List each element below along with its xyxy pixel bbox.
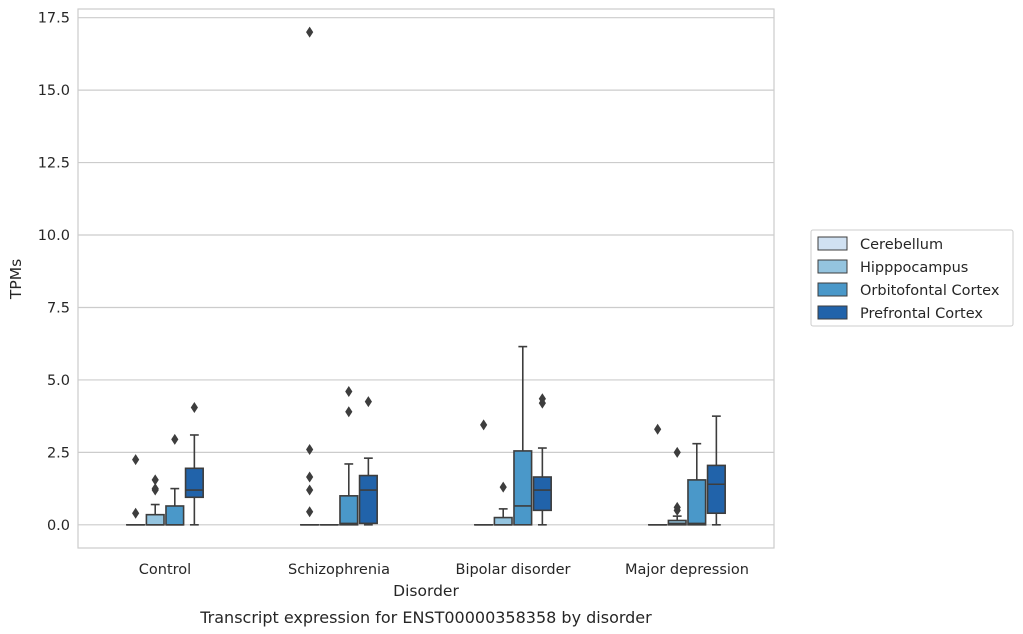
box-bipolar-disorder	[513, 345, 533, 526]
legend-swatch	[817, 305, 848, 320]
legend-swatch	[817, 282, 848, 297]
outlier-point	[306, 506, 314, 518]
outlier-point	[306, 443, 314, 455]
outlier-point	[499, 481, 507, 493]
box-iqr	[358, 474, 378, 525]
y-tick-label: 17.5	[38, 11, 70, 27]
outlier-point	[673, 501, 681, 513]
outlier-point	[132, 507, 140, 519]
legend-swatch	[817, 236, 848, 251]
x-tick-label: Schizophrenia	[288, 562, 390, 578]
box-bipolar-disorder	[532, 393, 552, 526]
box-iqr	[145, 513, 165, 526]
box-major-depression	[687, 442, 707, 526]
x-tick-label: Major depression	[625, 562, 749, 578]
outlier-point	[151, 483, 159, 495]
y-tick-label: 2.5	[47, 445, 70, 461]
box-iqr	[184, 467, 204, 499]
box-control	[145, 474, 165, 526]
legend: Cerebellum Hipppocampus Orbitofontal Corte…	[810, 229, 1014, 327]
box-control	[184, 401, 204, 526]
box-iqr	[706, 464, 726, 515]
y-tick-labels: 0.0 2.5 5.0 7.5 10.0 12.5 15.0 17.5	[38, 11, 70, 534]
outlier-point	[480, 419, 488, 431]
outlier-point	[132, 454, 140, 466]
box-control	[126, 454, 146, 526]
box-iqr	[339, 495, 359, 526]
outlier-point	[171, 433, 179, 445]
y-axis-label: TPMs	[7, 259, 25, 300]
y-tick-label: 10.0	[38, 228, 70, 244]
y-tick-label: 5.0	[47, 373, 70, 389]
outlier-point	[538, 393, 546, 405]
box-major-depression	[648, 423, 668, 526]
box-iqr	[687, 479, 707, 526]
box-iqr	[513, 450, 533, 526]
box-series	[126, 26, 726, 526]
box-schizophrenia	[300, 26, 320, 526]
x-tick-label: Bipolar disorder	[456, 562, 571, 578]
box-schizophrenia	[339, 386, 359, 526]
legend-frame	[810, 229, 1014, 327]
box-iqr	[165, 505, 185, 526]
y-tick-label: 0.0	[47, 518, 70, 534]
x-tick-labels: Control Schizophrenia Bipolar disorder Majo…	[139, 562, 749, 578]
box-bipolar-disorder	[474, 419, 494, 526]
outlier-point	[306, 471, 314, 483]
y-tick-label: 12.5	[38, 156, 70, 172]
outlier-point	[345, 386, 353, 398]
legend-entry: Hipppocampus	[860, 260, 968, 276]
outlier-point	[673, 446, 681, 458]
x-axis-label: Disorder	[393, 582, 459, 600]
box-iqr	[493, 516, 513, 526]
outlier-point	[364, 396, 372, 408]
series-cerebellum	[126, 26, 668, 526]
legend-entry: Cerebellum	[860, 237, 943, 253]
series-prefrontal-cortex	[184, 393, 726, 526]
y-tick-label: 7.5	[47, 300, 70, 316]
outlier-point	[190, 401, 198, 413]
x-tick-label: Control	[139, 562, 191, 578]
series-orbitofontal-cortex	[165, 345, 707, 526]
legend-swatch	[817, 259, 848, 274]
box-major-depression	[706, 415, 726, 526]
y-tick-label: 15.0	[38, 83, 70, 99]
box-bipolar-disorder	[493, 481, 513, 526]
series-hipppocampus	[145, 446, 687, 526]
outlier-point	[654, 423, 662, 435]
outlier-point	[306, 26, 314, 38]
outlier-point	[306, 484, 314, 496]
box-schizophrenia	[358, 396, 378, 526]
outlier-point	[151, 474, 159, 486]
box-control	[165, 433, 185, 526]
legend-entry: Orbitofontal Cortex	[860, 283, 1000, 299]
box-major-depression	[667, 446, 687, 526]
box-iqr	[532, 476, 552, 512]
outlier-point	[345, 406, 353, 418]
legend-entry: Prefrontal Cortex	[860, 306, 983, 322]
chart-caption: Transcript expression for ENST0000035835…	[199, 608, 652, 627]
